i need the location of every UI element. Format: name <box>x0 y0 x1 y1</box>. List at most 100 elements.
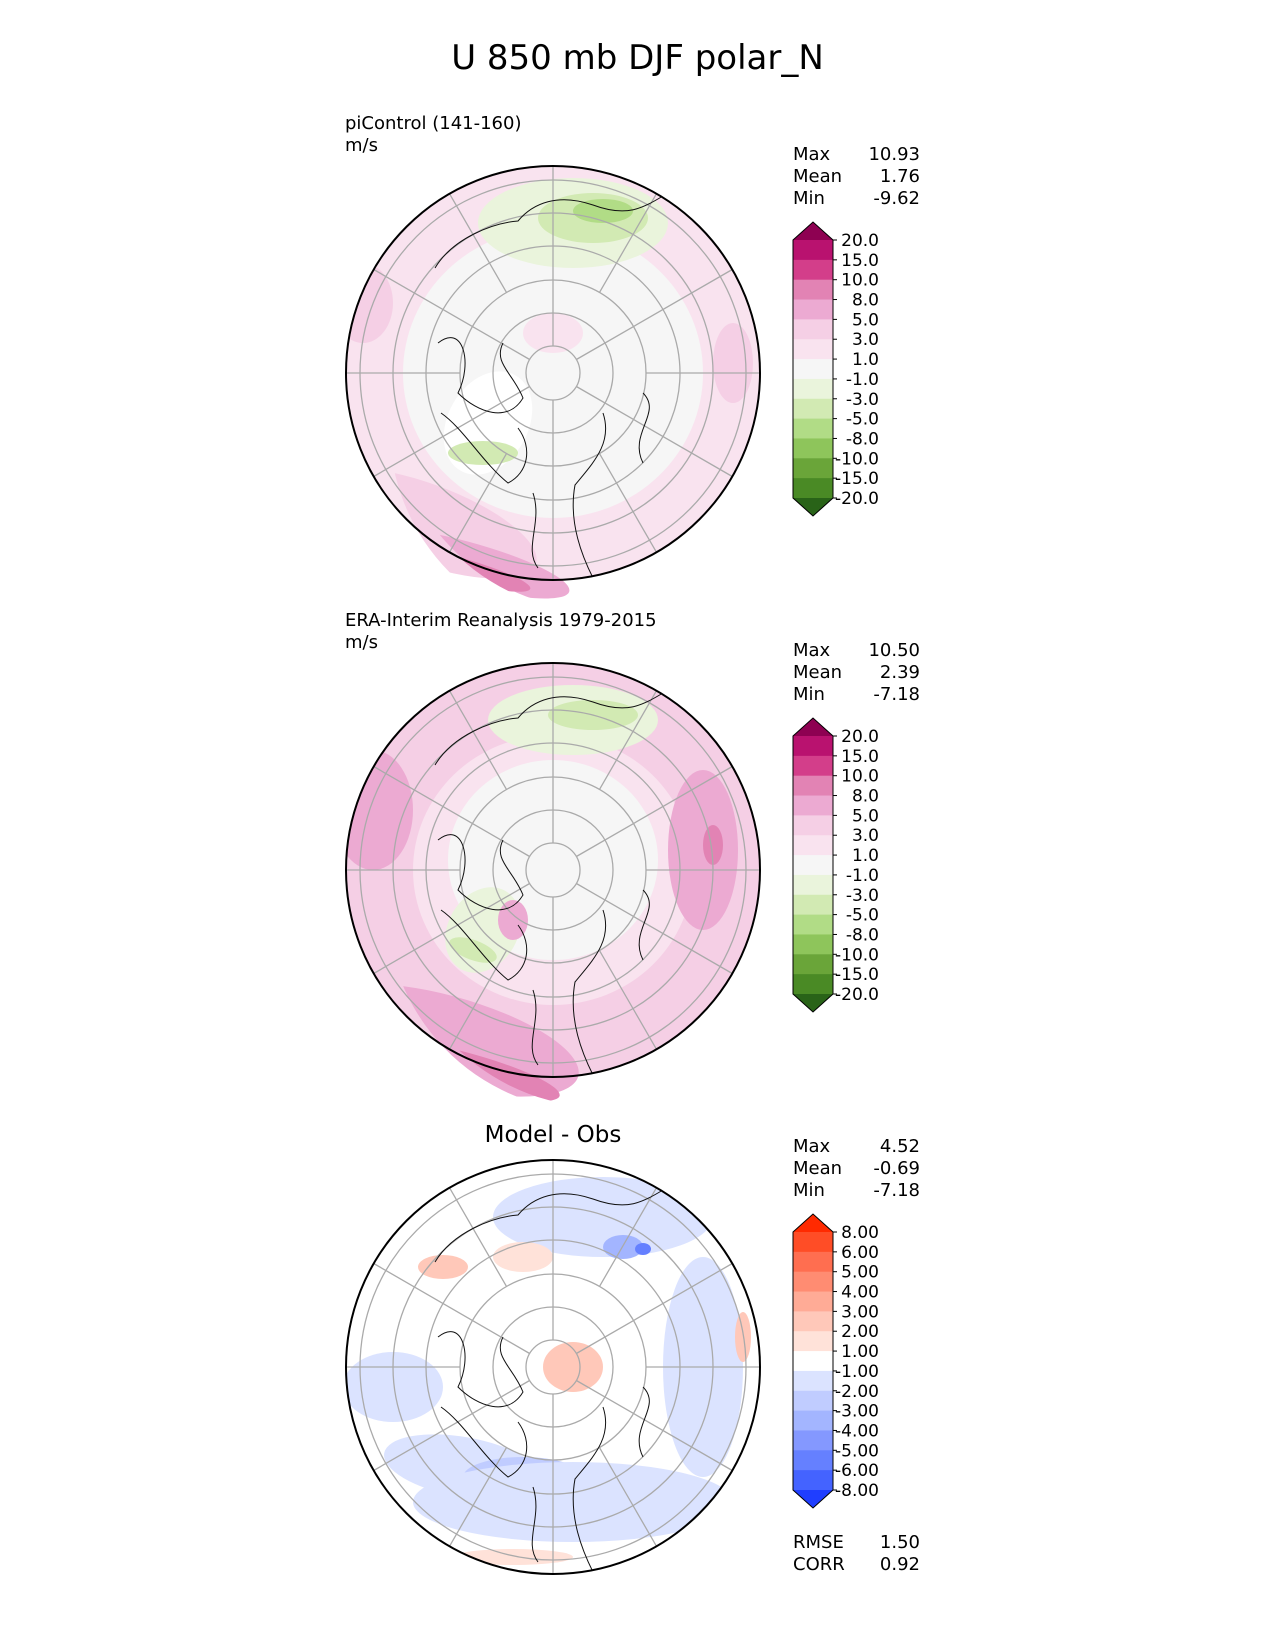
field-patch <box>735 1312 751 1362</box>
stat-value: 0.92 <box>879 1554 920 1575</box>
colorbar-tick-label: 2.00 <box>841 1322 879 1342</box>
graticule <box>346 1160 760 1574</box>
colorbar-tick-label: 3.0 <box>852 826 879 846</box>
meridian-line <box>598 950 658 1050</box>
meridian-line <box>598 1447 658 1547</box>
colorbar-band <box>793 279 833 301</box>
colorbar-tick-label: -15.0 <box>835 469 879 489</box>
colorbar-tick-label: -2.00 <box>835 1382 879 1402</box>
colorbar-extend-top <box>793 222 833 240</box>
colorbar-band <box>793 1430 833 1451</box>
stat-label: Mean <box>793 166 843 187</box>
field-patch <box>493 1177 713 1257</box>
colorbar-band <box>793 319 833 340</box>
stat-value: -7.18 <box>873 1180 920 1201</box>
meridian-line <box>598 453 658 553</box>
colorbar-band <box>793 240 833 261</box>
colorbar-band <box>793 1271 833 1293</box>
panel-3-colorbar: 8.006.005.004.003.002.001.00-1.00-2.00-3… <box>792 1213 879 1509</box>
colorbar-extend-bottom <box>793 1490 833 1508</box>
coastline <box>572 909 607 1076</box>
colorbar-tick-label: 15.0 <box>841 251 879 271</box>
colorbar-tick-label: 6.00 <box>841 1243 879 1263</box>
stat-value: -0.69 <box>873 1158 920 1179</box>
colorbar-band <box>793 378 833 400</box>
panel-1-stats: Max 10.93 Mean 1.76 Min -9.62 <box>793 144 920 210</box>
stat-value: -9.62 <box>873 188 920 209</box>
colorbar-tick-label: 3.0 <box>852 330 879 350</box>
coastline <box>434 192 669 269</box>
colorbar-band <box>793 1232 833 1253</box>
colorbar-band <box>793 359 833 380</box>
coastlines <box>434 689 669 1076</box>
colorbar-band <box>793 855 833 876</box>
colorbar-band <box>793 934 833 955</box>
colorbar-extend-top <box>793 718 833 736</box>
colorbar-band <box>793 1410 833 1431</box>
panel-2-colorbar: 20.015.010.08.05.03.01.0-1.0-3.0-5.0-8.0… <box>792 717 879 1013</box>
colorbar-band <box>793 458 833 479</box>
colorbar-tick-label: -20.0 <box>835 489 879 509</box>
colorbar-tick-label: 5.0 <box>852 310 879 330</box>
field-patch <box>498 900 528 940</box>
map-boundary <box>345 662 761 1078</box>
panel-2-units: m/s <box>345 632 378 653</box>
stat-label: Min <box>793 1180 825 1201</box>
colorbar-tick-label: -3.00 <box>835 1402 879 1422</box>
colorbar-band <box>793 299 833 320</box>
coastline <box>638 889 650 961</box>
meridian-line <box>598 690 658 790</box>
colorbar-band <box>793 438 833 459</box>
colorbar-band <box>793 736 833 757</box>
stat-label: Mean <box>793 662 843 683</box>
colorbar-tick-label: 20.0 <box>841 231 879 251</box>
colorbar-tick-label: -10.0 <box>835 449 879 469</box>
coastline <box>440 412 528 484</box>
stat-value: 4.52 <box>879 1136 920 1157</box>
coastline <box>437 1331 524 1408</box>
panel-1-run-label: piControl (141-160) <box>345 113 522 134</box>
stat-label: CORR <box>793 1554 845 1575</box>
colorbar-tick-label: -5.0 <box>846 410 879 430</box>
colorbar-tick-label: -8.0 <box>846 429 879 449</box>
colorbar-tick-label: 8.0 <box>852 787 879 807</box>
colorbar-tick-label: 15.0 <box>841 747 879 767</box>
coastline <box>531 492 539 569</box>
graticule <box>346 166 760 580</box>
colorbar-tick-label: 20.0 <box>841 727 879 747</box>
stat-value: -7.18 <box>873 684 920 705</box>
meridian-line <box>448 193 508 293</box>
panel-2-title: ERA-Interim Reanalysis 1979-2015 m/s <box>345 610 657 654</box>
colorbar-band <box>793 1390 833 1412</box>
coastline <box>638 392 650 464</box>
coastline <box>434 689 669 766</box>
panel-3-bottom-stats: RMSE 1.50 CORR 0.92 <box>793 1532 920 1576</box>
coastline <box>572 412 607 579</box>
colorbar-band <box>793 1331 833 1352</box>
meridian-line <box>448 690 508 790</box>
colorbar-band <box>793 339 833 360</box>
coastline <box>638 1386 650 1458</box>
meridian-line <box>576 268 733 361</box>
colorbar-band <box>793 815 833 836</box>
field-patch <box>346 1352 443 1422</box>
colorbar-tick-label: -20.0 <box>835 985 879 1005</box>
stat-label: Mean <box>793 1158 843 1179</box>
meridian-line <box>448 1447 508 1547</box>
coastline <box>434 1186 669 1263</box>
stat-label: Max <box>793 1136 831 1157</box>
colorbar-tick-label: -10.0 <box>835 945 879 965</box>
colorbar-tick-label: 5.00 <box>841 1263 879 1283</box>
colorbar-tick-label: -5.00 <box>835 1441 879 1461</box>
panel-1-title: piControl (141-160) m/s <box>345 113 521 157</box>
panel-2-run-label: ERA-Interim Reanalysis 1979-2015 <box>345 610 657 631</box>
meridian-line <box>598 193 658 293</box>
colorbar-band <box>793 418 833 439</box>
colorbar-tick-label: -6.00 <box>835 1461 879 1481</box>
colorbar-band <box>793 1351 833 1372</box>
meridian-line <box>373 882 530 975</box>
colorbar-tick-label: -8.00 <box>835 1481 879 1501</box>
colorbar-tick-label: -1.00 <box>835 1362 879 1382</box>
stat-value: 1.50 <box>879 1532 920 1553</box>
colorbar-band <box>793 874 833 896</box>
